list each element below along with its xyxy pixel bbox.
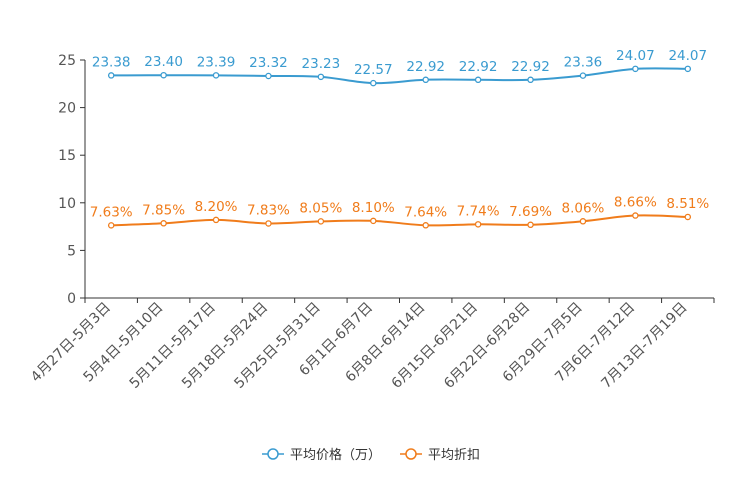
y-tick-label: 5 xyxy=(67,243,76,259)
data-point[interactable] xyxy=(527,221,534,229)
data-point[interactable] xyxy=(265,72,272,80)
legend-label: 平均价格（万） xyxy=(290,447,381,463)
series-layer: 23.38 23.40 23.39 23.32 23.23 22.57 22.92 22.92… xyxy=(90,48,709,229)
data-point[interactable] xyxy=(474,76,482,84)
data-label: 7.64% xyxy=(404,204,447,220)
data-point[interactable] xyxy=(579,218,587,225)
y-tick-label: 25 xyxy=(58,53,76,69)
series-2: 7.63% 7.85% 8.20% 7.83% 8.05% 8.10% 7.64% 7.74%… xyxy=(90,195,709,229)
data-label: 23.32 xyxy=(249,55,288,71)
data-point[interactable] xyxy=(212,216,220,224)
data-point[interactable] xyxy=(370,217,377,225)
series-line xyxy=(111,214,688,227)
data-point[interactable] xyxy=(527,76,534,84)
data-label: 8.06% xyxy=(562,200,605,216)
data-label: 23.38 xyxy=(92,54,131,70)
data-label: 22.92 xyxy=(511,59,550,75)
y-tick-label: 15 xyxy=(58,148,76,164)
data-point[interactable] xyxy=(474,221,482,228)
data-label: 22.92 xyxy=(406,59,445,75)
data-label: 8.51% xyxy=(666,196,709,212)
legend-item-2[interactable]: 平均折扣 xyxy=(400,448,480,463)
data-label: 23.36 xyxy=(564,55,603,71)
legend-marker-icon xyxy=(405,448,417,460)
data-label: 23.40 xyxy=(144,54,183,70)
legend[interactable]: 平均价格（万） 平均折扣 xyxy=(262,447,480,463)
data-point[interactable] xyxy=(107,72,115,79)
data-point[interactable] xyxy=(422,222,429,229)
legend-marker-icon xyxy=(267,448,279,460)
data-point[interactable] xyxy=(632,212,639,219)
legend-item-1[interactable]: 平均价格（万） xyxy=(262,447,381,463)
data-label: 7.85% xyxy=(142,202,185,218)
data-point[interactable] xyxy=(684,65,692,73)
data-label: 22.57 xyxy=(354,62,393,78)
data-point[interactable] xyxy=(212,72,220,79)
data-label: 7.63% xyxy=(90,204,133,220)
data-label: 23.23 xyxy=(302,56,341,72)
data-label: 23.39 xyxy=(197,54,236,70)
data-label: 8.10% xyxy=(352,200,395,216)
legend-label: 平均折扣 xyxy=(428,448,480,463)
data-point[interactable] xyxy=(422,76,429,84)
y-tick-label: 20 xyxy=(58,101,76,117)
data-point[interactable] xyxy=(579,72,587,79)
series-line xyxy=(111,67,688,85)
data-label: 7.74% xyxy=(457,203,500,219)
data-point[interactable] xyxy=(265,220,272,227)
series-1: 23.38 23.40 23.39 23.32 23.23 22.57 22.92 22.92… xyxy=(92,48,707,87)
data-label: 8.66% xyxy=(614,195,657,211)
x-tick-labels: 4月27日-5月3日5月4日-5月10日5月11日-5月17日5月18日-5月2… xyxy=(28,298,715,392)
data-point[interactable] xyxy=(160,71,167,79)
axes-layer xyxy=(84,60,714,299)
data-point[interactable] xyxy=(317,218,325,225)
data-point[interactable] xyxy=(160,220,167,227)
data-label: 7.83% xyxy=(247,202,290,218)
data-point[interactable] xyxy=(632,65,639,73)
y-tick-labels: 0 5 10 15 20 25 xyxy=(58,53,85,307)
y-tick-label: 10 xyxy=(58,196,76,212)
y-tick-label: 0 xyxy=(67,291,76,307)
data-label: 8.20% xyxy=(195,199,238,215)
data-label: 24.07 xyxy=(668,48,707,64)
data-point[interactable] xyxy=(107,222,115,229)
data-label: 8.05% xyxy=(299,200,342,216)
data-point[interactable] xyxy=(317,73,325,81)
data-point[interactable] xyxy=(684,213,692,221)
data-label: 24.07 xyxy=(616,48,655,64)
data-label: 22.92 xyxy=(459,59,498,75)
data-label: 7.69% xyxy=(509,204,552,220)
data-point[interactable] xyxy=(370,79,377,87)
